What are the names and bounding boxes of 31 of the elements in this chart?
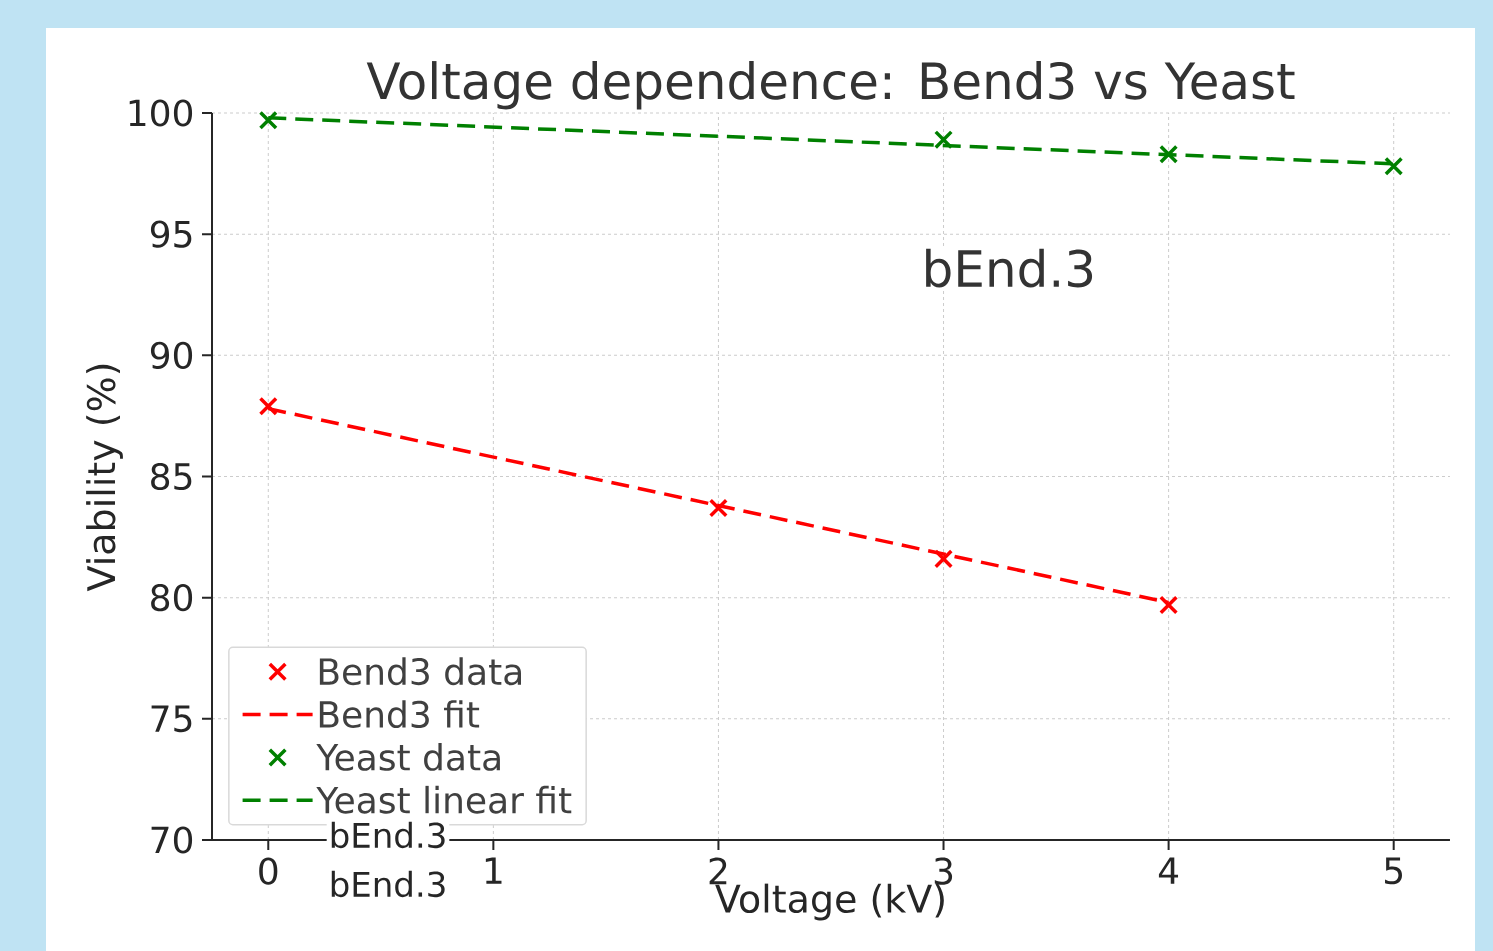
y-tick-label: 90 [150, 341, 193, 369]
x-tick-label: 0 [259, 857, 278, 885]
chart-title: Voltage dependence: Bend3 vs Yeast [366, 61, 1295, 110]
legend-label: Bend3 fit [319, 700, 480, 729]
point [934, 549, 954, 569]
y-tick-label: 85 [151, 462, 192, 491]
point [1159, 595, 1179, 615]
legend-label: Yeast data [316, 743, 500, 771]
x-tick-label: 4 [1158, 857, 1179, 884]
point [1159, 144, 1179, 164]
x-tick-label: 3 [934, 857, 953, 885]
point [934, 130, 954, 150]
x-axis-title: Voltage (kV) [715, 883, 944, 921]
x-tick-label: 2 [709, 857, 727, 885]
annotation: bEnd.3 [926, 248, 1093, 288]
y-tick-label: 75 [151, 705, 192, 733]
y-tick-label: 100 [129, 99, 193, 127]
y-tick-label: 95 [150, 220, 192, 248]
text: bEnd.3 [331, 870, 445, 898]
legend-label: Yeast linear fit [316, 785, 572, 814]
y-tick-label: 70 [151, 826, 193, 854]
y-tick-label: 80 [151, 584, 193, 612]
annotation: bEnd.3 [331, 821, 445, 849]
point [258, 396, 278, 416]
x-tick-label: 1 [485, 857, 502, 884]
x-tick-label: 5 [1385, 857, 1403, 885]
point [708, 498, 728, 518]
legend-label: Bend3 data [319, 657, 522, 686]
y-axis-title: Viability (%) [86, 364, 123, 592]
point [258, 110, 278, 130]
point [1384, 156, 1404, 176]
